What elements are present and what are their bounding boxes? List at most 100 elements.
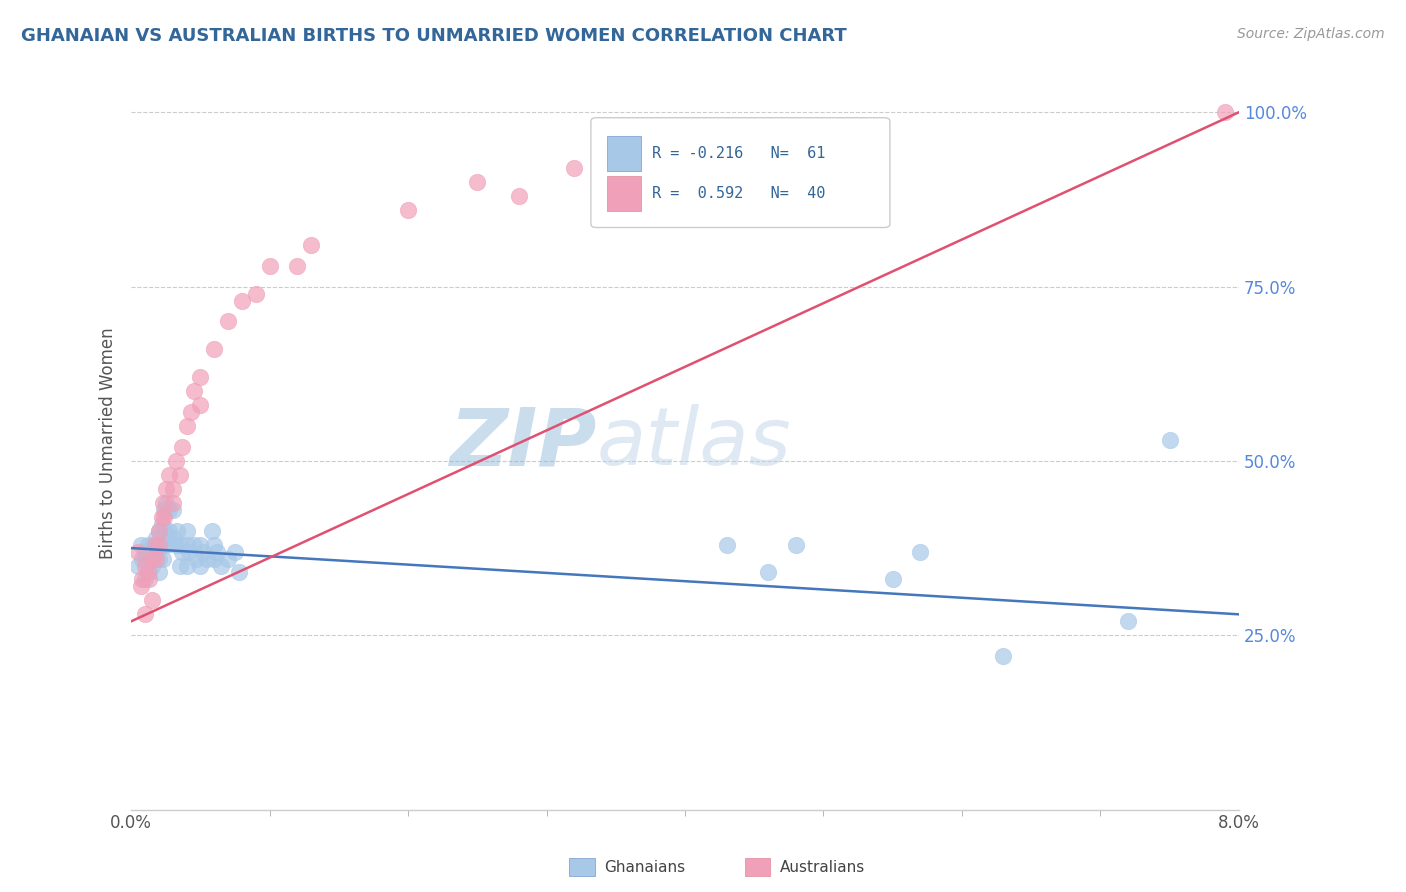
Point bbox=[129, 538, 152, 552]
Text: Australians: Australians bbox=[780, 860, 866, 874]
Point bbox=[224, 544, 246, 558]
Point bbox=[148, 524, 170, 538]
Point bbox=[165, 454, 187, 468]
Point bbox=[202, 538, 225, 552]
Point bbox=[136, 551, 159, 566]
Text: ZIP: ZIP bbox=[449, 404, 596, 483]
Point bbox=[183, 538, 205, 552]
Point bbox=[172, 544, 194, 558]
Point bbox=[134, 607, 156, 622]
Point bbox=[155, 496, 177, 510]
Point bbox=[176, 419, 198, 434]
FancyBboxPatch shape bbox=[591, 118, 890, 227]
Point bbox=[190, 558, 212, 573]
Point bbox=[157, 467, 180, 482]
FancyBboxPatch shape bbox=[607, 176, 641, 211]
Point bbox=[150, 538, 173, 552]
Point bbox=[259, 259, 281, 273]
Point bbox=[127, 558, 149, 573]
Point bbox=[134, 551, 156, 566]
Point bbox=[152, 538, 174, 552]
Point bbox=[152, 551, 174, 566]
Point bbox=[134, 558, 156, 573]
Point bbox=[145, 551, 167, 566]
Point bbox=[209, 558, 232, 573]
Point bbox=[153, 524, 176, 538]
Point bbox=[169, 538, 191, 552]
Point bbox=[165, 538, 187, 552]
Point bbox=[162, 502, 184, 516]
Point bbox=[299, 237, 322, 252]
Point bbox=[562, 161, 585, 175]
Point bbox=[134, 573, 156, 587]
Point bbox=[129, 579, 152, 593]
Point bbox=[176, 558, 198, 573]
Point bbox=[134, 544, 156, 558]
Point bbox=[138, 573, 160, 587]
Point bbox=[131, 573, 153, 587]
Point bbox=[186, 551, 208, 566]
Point bbox=[716, 538, 738, 552]
Point bbox=[127, 544, 149, 558]
Point bbox=[162, 496, 184, 510]
Point bbox=[202, 551, 225, 566]
Point bbox=[141, 593, 163, 607]
Point bbox=[1213, 105, 1236, 120]
Point bbox=[148, 566, 170, 580]
Point bbox=[141, 544, 163, 558]
Point bbox=[141, 551, 163, 566]
Point bbox=[142, 538, 165, 552]
Text: Ghanaians: Ghanaians bbox=[605, 860, 686, 874]
Point bbox=[785, 538, 807, 552]
Point bbox=[396, 202, 419, 217]
Point bbox=[217, 551, 239, 566]
Point bbox=[190, 398, 212, 412]
Point bbox=[157, 524, 180, 538]
Point bbox=[169, 467, 191, 482]
Point bbox=[228, 566, 250, 580]
Point bbox=[143, 538, 166, 552]
Point bbox=[136, 538, 159, 552]
Point bbox=[131, 551, 153, 566]
Point bbox=[148, 551, 170, 566]
Point bbox=[150, 509, 173, 524]
Point bbox=[145, 544, 167, 558]
Text: R = -0.216   N=  61: R = -0.216 N= 61 bbox=[652, 146, 825, 161]
Point bbox=[145, 531, 167, 545]
Point bbox=[150, 516, 173, 531]
Point bbox=[202, 343, 225, 357]
FancyBboxPatch shape bbox=[607, 136, 641, 171]
Point bbox=[179, 544, 201, 558]
Point bbox=[183, 384, 205, 399]
Point bbox=[1159, 433, 1181, 447]
Point bbox=[166, 524, 188, 538]
Point bbox=[217, 314, 239, 328]
Point bbox=[200, 524, 222, 538]
Text: R =  0.592   N=  40: R = 0.592 N= 40 bbox=[652, 186, 825, 201]
Text: Source: ZipAtlas.com: Source: ZipAtlas.com bbox=[1237, 27, 1385, 41]
Point bbox=[172, 440, 194, 454]
Point bbox=[141, 558, 163, 573]
Point bbox=[153, 502, 176, 516]
Point bbox=[287, 259, 309, 273]
Point bbox=[467, 175, 489, 189]
Y-axis label: Births to Unmarried Women: Births to Unmarried Women bbox=[100, 327, 117, 559]
Point bbox=[143, 551, 166, 566]
Point bbox=[756, 566, 779, 580]
Point bbox=[205, 544, 228, 558]
Text: GHANAIAN VS AUSTRALIAN BIRTHS TO UNMARRIED WOMEN CORRELATION CHART: GHANAIAN VS AUSTRALIAN BIRTHS TO UNMARRI… bbox=[21, 27, 846, 45]
Point bbox=[153, 509, 176, 524]
Point bbox=[193, 544, 215, 558]
Point bbox=[197, 551, 219, 566]
Point bbox=[152, 496, 174, 510]
Text: atlas: atlas bbox=[596, 404, 792, 483]
Point bbox=[176, 538, 198, 552]
Point bbox=[1116, 615, 1139, 629]
Point bbox=[508, 189, 530, 203]
Point bbox=[993, 649, 1015, 664]
Point bbox=[155, 538, 177, 552]
Point bbox=[190, 538, 212, 552]
Point bbox=[882, 573, 904, 587]
Point bbox=[155, 482, 177, 496]
Point bbox=[138, 566, 160, 580]
